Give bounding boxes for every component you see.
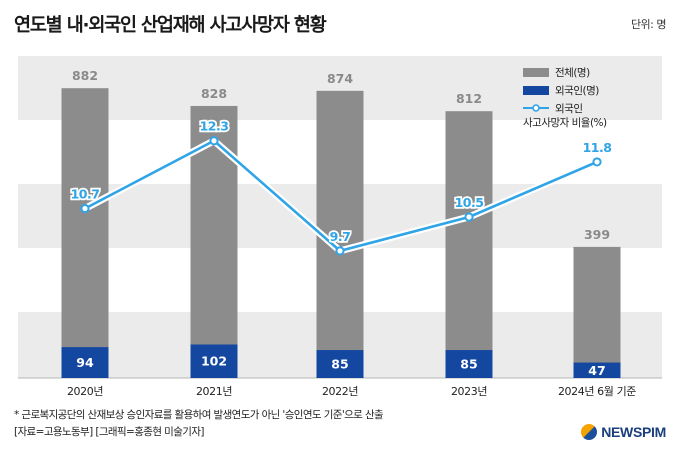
total-value-label: 812 [456,91,482,106]
total-bar [445,111,493,378]
ratio-value-label: 10.5 [455,195,484,210]
x-tick-label: 2023년 [451,385,487,398]
footnote: * 근로복지공단의 산재보상 승인자료를 활용하여 발생연도가 아닌 '승인연도… [14,407,384,441]
foreign-value-label: 85 [460,357,477,372]
foreign-value-label: 85 [331,357,348,372]
legend-foreign-label: 외국인(명) [555,85,599,97]
foreign-bar [573,362,621,378]
newspim-logo: NEWSPIM [581,424,666,440]
newspim-logo-text: NEWSPIM [601,424,666,440]
legend-total-swatch [523,68,549,77]
total-value-label: 874 [327,71,353,86]
x-tick-label: 2021년 [196,385,232,398]
ratio-value-label: 10.7 [71,187,100,202]
ratio-point [335,246,345,256]
ratio-value-label: 11.8 [583,140,612,155]
x-tick-label: 2020년 [67,385,103,398]
legend-foreign-swatch [523,86,549,95]
newspim-logo-icon [581,424,598,440]
foreign-value-label: 47 [588,363,605,378]
legend-total-label: 전체(명) [555,67,590,79]
ratio-point [592,157,602,167]
legend-ratio-label: 외국인 사고사망자 비율(%) [523,103,607,129]
ratio-point [80,203,90,214]
x-tick-label: 2024년 6월 기준 [558,385,636,398]
footnote-note: * 근로복지공단의 산재보상 승인자료를 활용하여 발생연도가 아닌 '승인연도… [14,409,384,421]
chart-title: 연도별 내·외국인 산업재해 사고사망자 현황 [14,15,327,36]
total-value-label: 399 [584,227,610,242]
x-axis-labels: 2020년 2021년 2022년 2023년 2024년 6월 기준 [67,385,637,398]
ratio-value-label: 9.7 [330,229,351,244]
foreign-bar [61,347,109,378]
foreign-bar [445,350,493,378]
foreign-value-label: 94 [76,355,94,370]
foreign-bar [316,350,364,378]
total-bar [573,246,621,378]
unit-label: 단위: 명 [630,18,667,31]
total-value-label: 828 [201,86,227,101]
total-bar [61,88,109,378]
ratio-line: 10.7 12.3 9.7 10.5 11.8 [69,117,614,256]
footnote-source: [자료=고용노동부] [그래픽=홍종현 미술기자] [14,426,204,438]
total-value-label: 882 [72,68,98,83]
foreign-value-label: 102 [201,354,227,369]
legend-ratio-marker [532,104,540,112]
legend: 전체(명) 외국인(명) 외국인 사고사망자 비율(%) [523,67,608,129]
ratio-point [209,136,219,146]
ratio-point [464,212,474,222]
ratio-value-label: 12.3 [200,119,229,134]
foreign-bar [190,344,238,378]
x-tick-label: 2022년 [322,385,358,398]
